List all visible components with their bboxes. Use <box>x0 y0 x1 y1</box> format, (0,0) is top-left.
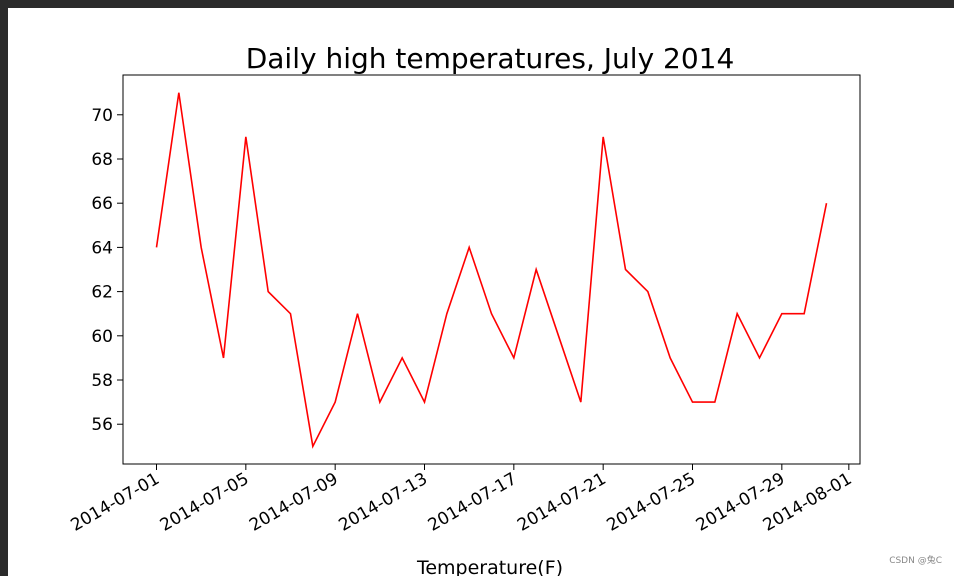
y-tick-label: 62 <box>91 283 113 303</box>
y-tick-label: 64 <box>91 238 113 258</box>
y-tick-label: 56 <box>91 415 113 435</box>
x-tick-label: 2014-07-05 <box>157 469 253 536</box>
y-tick-label: 58 <box>91 371 113 391</box>
line-chart: Daily high temperatures, July 2014 56 58 6… <box>67 42 861 576</box>
y-axis: 56 58 60 62 64 66 68 70 <box>91 106 123 435</box>
y-tick-label: 68 <box>91 150 113 170</box>
series-layer <box>155 92 828 449</box>
plot-frame <box>122 74 861 465</box>
x-tick-label: 2014-07-01 <box>67 469 163 536</box>
x-tick-label: 2014-07-21 <box>514 469 610 536</box>
series-line <box>155 92 828 449</box>
chart-title: Daily high temperatures, July 2014 <box>246 42 735 75</box>
y-tick-label: 60 <box>91 327 113 347</box>
figure: Daily high temperatures, July 2014 56 58 6… <box>8 8 954 576</box>
x-tick-label: 2014-07-25 <box>603 469 699 536</box>
y-tick-label: 66 <box>91 194 113 214</box>
watermark: CSDN @兔C <box>889 556 942 566</box>
x-axis-label: Temperature(F) <box>416 557 563 576</box>
x-axis: 2014-07-012014-07-052014-07-092014-07-13… <box>67 464 855 536</box>
y-tick-label: 70 <box>91 106 113 126</box>
x-tick-label: 2014-07-09 <box>246 469 342 536</box>
x-tick-label: 2014-07-17 <box>425 469 521 536</box>
x-tick-label: 2014-07-13 <box>335 469 431 536</box>
